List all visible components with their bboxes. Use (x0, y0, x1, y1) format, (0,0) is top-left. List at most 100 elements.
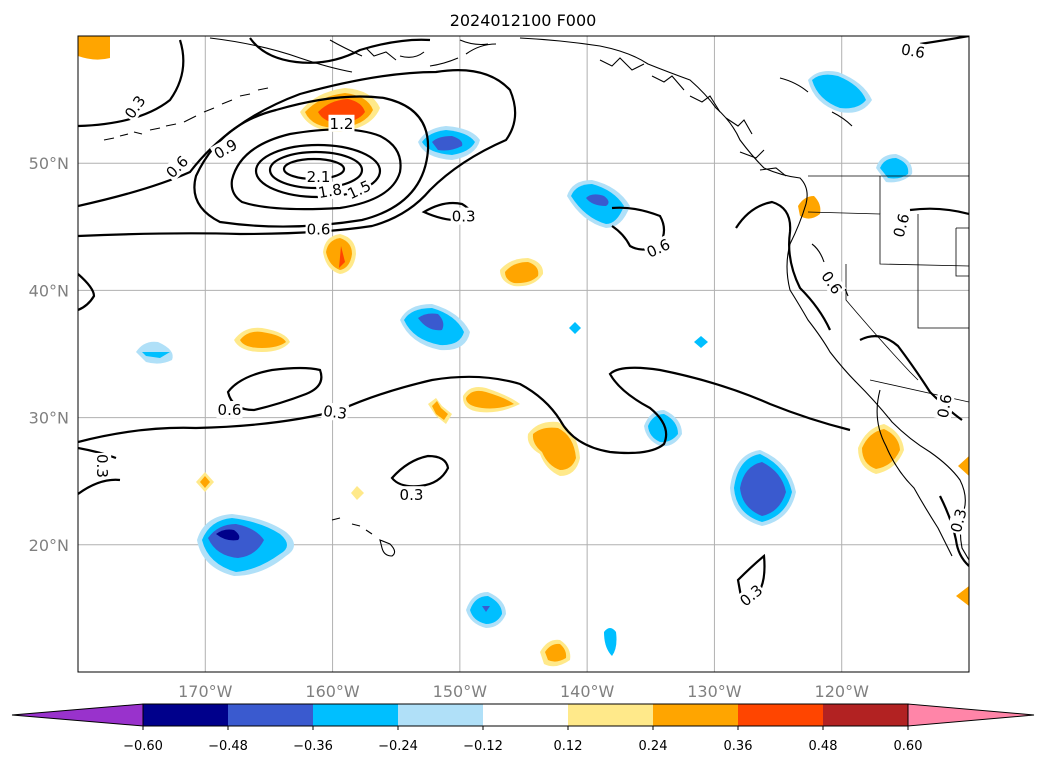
contour-label-gap (94, 452, 112, 479)
contour-0p3-south (390, 454, 450, 488)
colorbar-bin (398, 704, 483, 726)
colorbar: −0.60 −0.48 −0.36 −0.24 −0.12 0.12 0.24 0.36 0.4… (11, 703, 1035, 754)
negative-anomaly-blob-10-core (142, 352, 170, 358)
contour-0p6-east (909, 36, 969, 216)
negative-anomaly-blob-4 (567, 180, 630, 228)
lon-tick-label: 130°W (687, 682, 742, 701)
colorbar-tick-label: −0.60 (123, 739, 163, 754)
contour-label: 1.8 (317, 180, 344, 202)
lon-tick-label: 120°W (815, 682, 870, 701)
contour-label: 0.3 (93, 454, 111, 478)
lon-tick-label: 160°W (305, 682, 360, 701)
contour-label-gap (209, 134, 241, 163)
contour-0p6-north (78, 69, 517, 238)
contour-1p2 (230, 128, 402, 211)
lat-tick-label: 50°N (29, 154, 69, 173)
alaska-peninsula-coast (209, 37, 497, 73)
negative-anomaly-blob-5 (730, 450, 796, 526)
contour-label-gap (946, 505, 969, 536)
california-nevada-border (845, 264, 919, 381)
positive-anomaly-blob-13-core (545, 643, 567, 662)
lon-tick-label: 150°W (433, 682, 488, 701)
colorbar-tick-label: −0.12 (463, 739, 503, 754)
negative-anomaly-blob-9 (466, 592, 506, 628)
contour-label: 0.6 (890, 212, 914, 240)
positive-anomaly-blob-11-core (200, 476, 210, 488)
hawaiian-islands (331, 517, 396, 557)
positive-anomaly-blob-3 (323, 234, 356, 274)
contour-label: 0.6 (307, 220, 331, 238)
colorbar-tick-label: 0.60 (894, 739, 923, 754)
colorbar-tick-label: 0.12 (554, 739, 583, 754)
contour-label-gap (343, 176, 375, 203)
contour-label: 0.6 (934, 393, 956, 420)
colorbar-extend-min (11, 703, 144, 727)
contour-0p3-mid (78, 366, 851, 455)
colorbar-tick-label: −0.48 (208, 739, 248, 754)
aleutian-islands (103, 87, 269, 141)
positive-anomaly-blob-15 (956, 586, 969, 606)
lon-tick-label: 140°W (560, 682, 615, 701)
positive-anomaly-blob-5 (234, 327, 290, 352)
colorbar-outline (142, 703, 909, 727)
longitude-axis: 170°W 160°W 150°W 140°W 130°W 120°W (178, 682, 869, 701)
colorbar-tick-label: −0.36 (293, 739, 333, 754)
positive-anomaly-blob-7 (527, 421, 580, 476)
gulf-of-alaska-islands (779, 77, 853, 127)
contour-edge-west (78, 273, 96, 312)
colorbar-bin (143, 704, 228, 726)
positive-anomaly-blob-12 (351, 486, 364, 500)
lat-tick-label: 40°N (29, 281, 69, 300)
negative-anomaly-blob-1 (197, 514, 294, 576)
contour-0p3-north (78, 37, 431, 128)
contour-0p6-coast (735, 200, 832, 331)
contour-label-gap (642, 234, 674, 262)
negative-anomaly-blob-6 (808, 71, 872, 113)
contour-label: 0.6 (218, 401, 242, 419)
contour-label: 2.1 (307, 168, 331, 186)
contour-label-gap (450, 207, 477, 225)
contour-0p6-mid (226, 366, 323, 412)
negative-anomaly-blob-11 (604, 628, 617, 656)
colorbar-tick-label: −0.24 (378, 739, 418, 754)
contour-label: 0.3 (322, 402, 348, 423)
positive-anomaly-blob-9 (858, 424, 904, 474)
contour-label: 0.3 (400, 486, 424, 504)
contour-1p8 (268, 150, 364, 190)
contour-0p3-mexico (939, 495, 969, 567)
positive-anomaly-blob-6 (462, 387, 520, 413)
lon-tick-label: 170°W (178, 682, 233, 701)
map-title: 2024012100 F000 (450, 11, 597, 30)
negative-anomaly-blob-7 (876, 154, 913, 183)
colorbar-tick-label: 0.36 (724, 739, 753, 754)
positive-anomaly-blob-2 (78, 36, 110, 60)
political-borders (807, 175, 969, 403)
contour-label-gap (305, 220, 332, 238)
colorbar-extend-max (907, 703, 1035, 727)
map-panel: 0.30.60.91.22.11.8 1.50.60.30.60.60.60.60… (77, 35, 970, 673)
positive-anomaly-blob-1 (300, 88, 380, 132)
shaded-anomalies (78, 36, 969, 667)
contour-label-gap (161, 151, 193, 182)
contour-label-gap (889, 210, 913, 241)
colorbar-tick-label: 0.24 (639, 739, 668, 754)
colorbar-bin (313, 704, 398, 726)
inside-passage-coast (599, 57, 787, 177)
lat-tick-label: 30°N (29, 409, 69, 428)
contour-label: 0.6 (900, 40, 927, 62)
colorbar-tick-label: 0.48 (809, 739, 838, 754)
negative-anomaly-blob-2 (400, 304, 470, 351)
positive-anomaly-blob-14 (958, 456, 969, 476)
negative-anomaly-blob-3 (418, 126, 480, 160)
negative-anomaly-blob-13 (694, 336, 708, 348)
contour-label-gap (216, 400, 243, 418)
contour-label-gap (120, 91, 150, 123)
contour-label: 1.2 (330, 115, 354, 133)
contour-label-gap (305, 168, 332, 186)
contour-label-gap (328, 114, 355, 132)
contour-label-gap (898, 40, 928, 62)
colorbar-bin (483, 704, 568, 726)
positive-anomaly-blob-8-core (432, 401, 448, 420)
colorbar-bin (228, 704, 313, 726)
oregon-border (807, 211, 969, 267)
